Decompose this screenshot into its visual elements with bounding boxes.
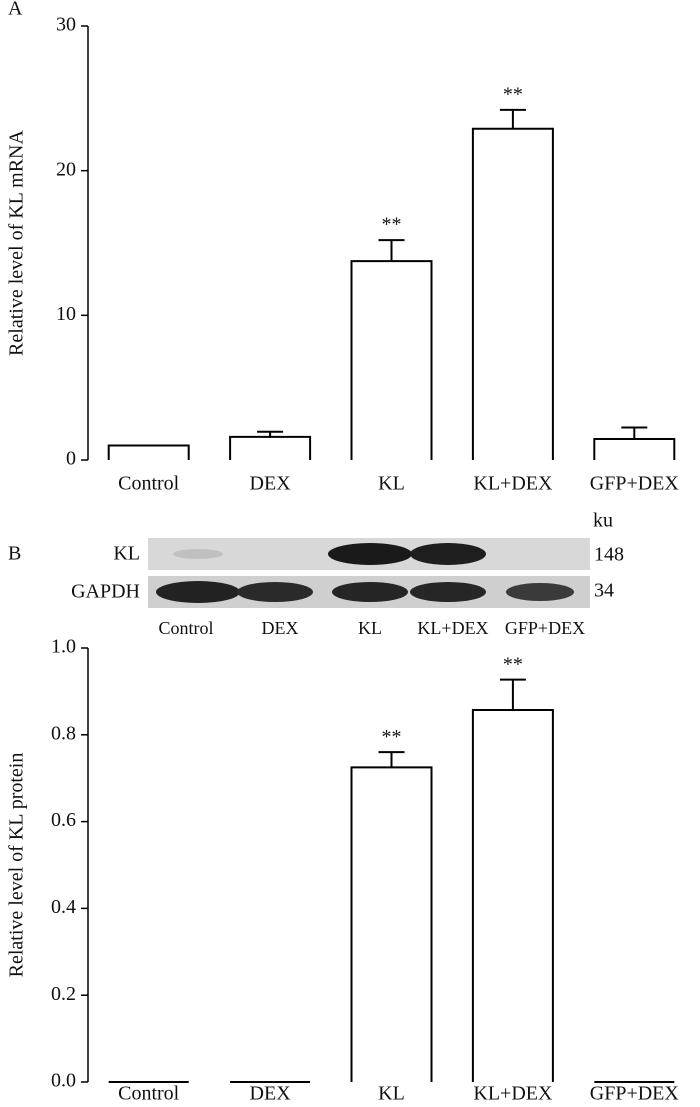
error-bar (621, 426, 648, 440)
band (156, 581, 240, 603)
error-bar (499, 678, 526, 711)
error-bar (378, 751, 405, 768)
bar (471, 127, 554, 460)
x-tick-label: DEX (250, 473, 292, 495)
lane-label: Control (158, 618, 213, 638)
panel-label: A (8, 0, 23, 20)
band (410, 543, 486, 565)
band (506, 583, 574, 601)
y-tick-label: 30 (56, 14, 76, 36)
x-tick-label: KL+DEX (473, 1083, 553, 1105)
significance: ** (503, 653, 523, 675)
blot-row-label: GAPDH (71, 581, 140, 603)
bar (229, 435, 312, 460)
x-tick-label: DEX (250, 1083, 292, 1105)
y-tick-label: 0.8 (51, 722, 76, 744)
band (410, 582, 486, 602)
y-tick-label: 1.0 (51, 636, 76, 658)
lane-label: GFP+DEX (505, 618, 585, 638)
error-bar (499, 108, 526, 129)
band (173, 549, 223, 559)
y-tick-label: 20 (56, 158, 76, 180)
blot-size: 34 (594, 580, 614, 602)
y-tick-label: 0.0 (51, 1070, 76, 1092)
significance: ** (382, 214, 402, 236)
band (237, 582, 313, 602)
band (328, 543, 412, 565)
blot-unit: ku (593, 510, 613, 532)
y-tick-label: 10 (56, 303, 76, 325)
blot: KL GAPDH ku 148 34 Control DEX KL KL+DEX… (71, 510, 624, 639)
lane-label: KL (358, 618, 382, 638)
lane-label: KL+DEX (417, 618, 488, 638)
bar (471, 709, 554, 1082)
panel-label: B (8, 543, 21, 565)
y-tick-label: 0 (66, 448, 76, 470)
significance: ** (382, 726, 402, 748)
error-bar (378, 239, 405, 262)
y-axis-title: Relative level of KL protein (6, 753, 28, 978)
y-axis-title: Relative level of KL mRNA (6, 130, 28, 356)
error-bar (257, 430, 284, 437)
x-tick-label: KL (378, 473, 405, 495)
bar (350, 260, 433, 460)
x-tick-label: KL (378, 1083, 405, 1105)
x-tick-label: GFP+DEX (590, 473, 680, 495)
bar (107, 444, 190, 460)
bar (350, 766, 433, 1082)
y-tick-label: 0.4 (51, 896, 76, 918)
lane-label: DEX (262, 618, 299, 638)
bar (593, 438, 676, 460)
band (332, 582, 408, 602)
x-tick-label: KL+DEX (473, 473, 553, 495)
x-tick-label: Control (118, 473, 180, 495)
y-tick-label: 0.2 (51, 983, 76, 1005)
significance: ** (503, 84, 523, 106)
x-tick-label: GFP+DEX (590, 1083, 680, 1105)
x-tick-label: Control (118, 1083, 180, 1105)
y-tick-label: 0.6 (51, 809, 76, 831)
blot-row-label: KL (113, 543, 140, 565)
blot-size: 148 (594, 544, 624, 566)
